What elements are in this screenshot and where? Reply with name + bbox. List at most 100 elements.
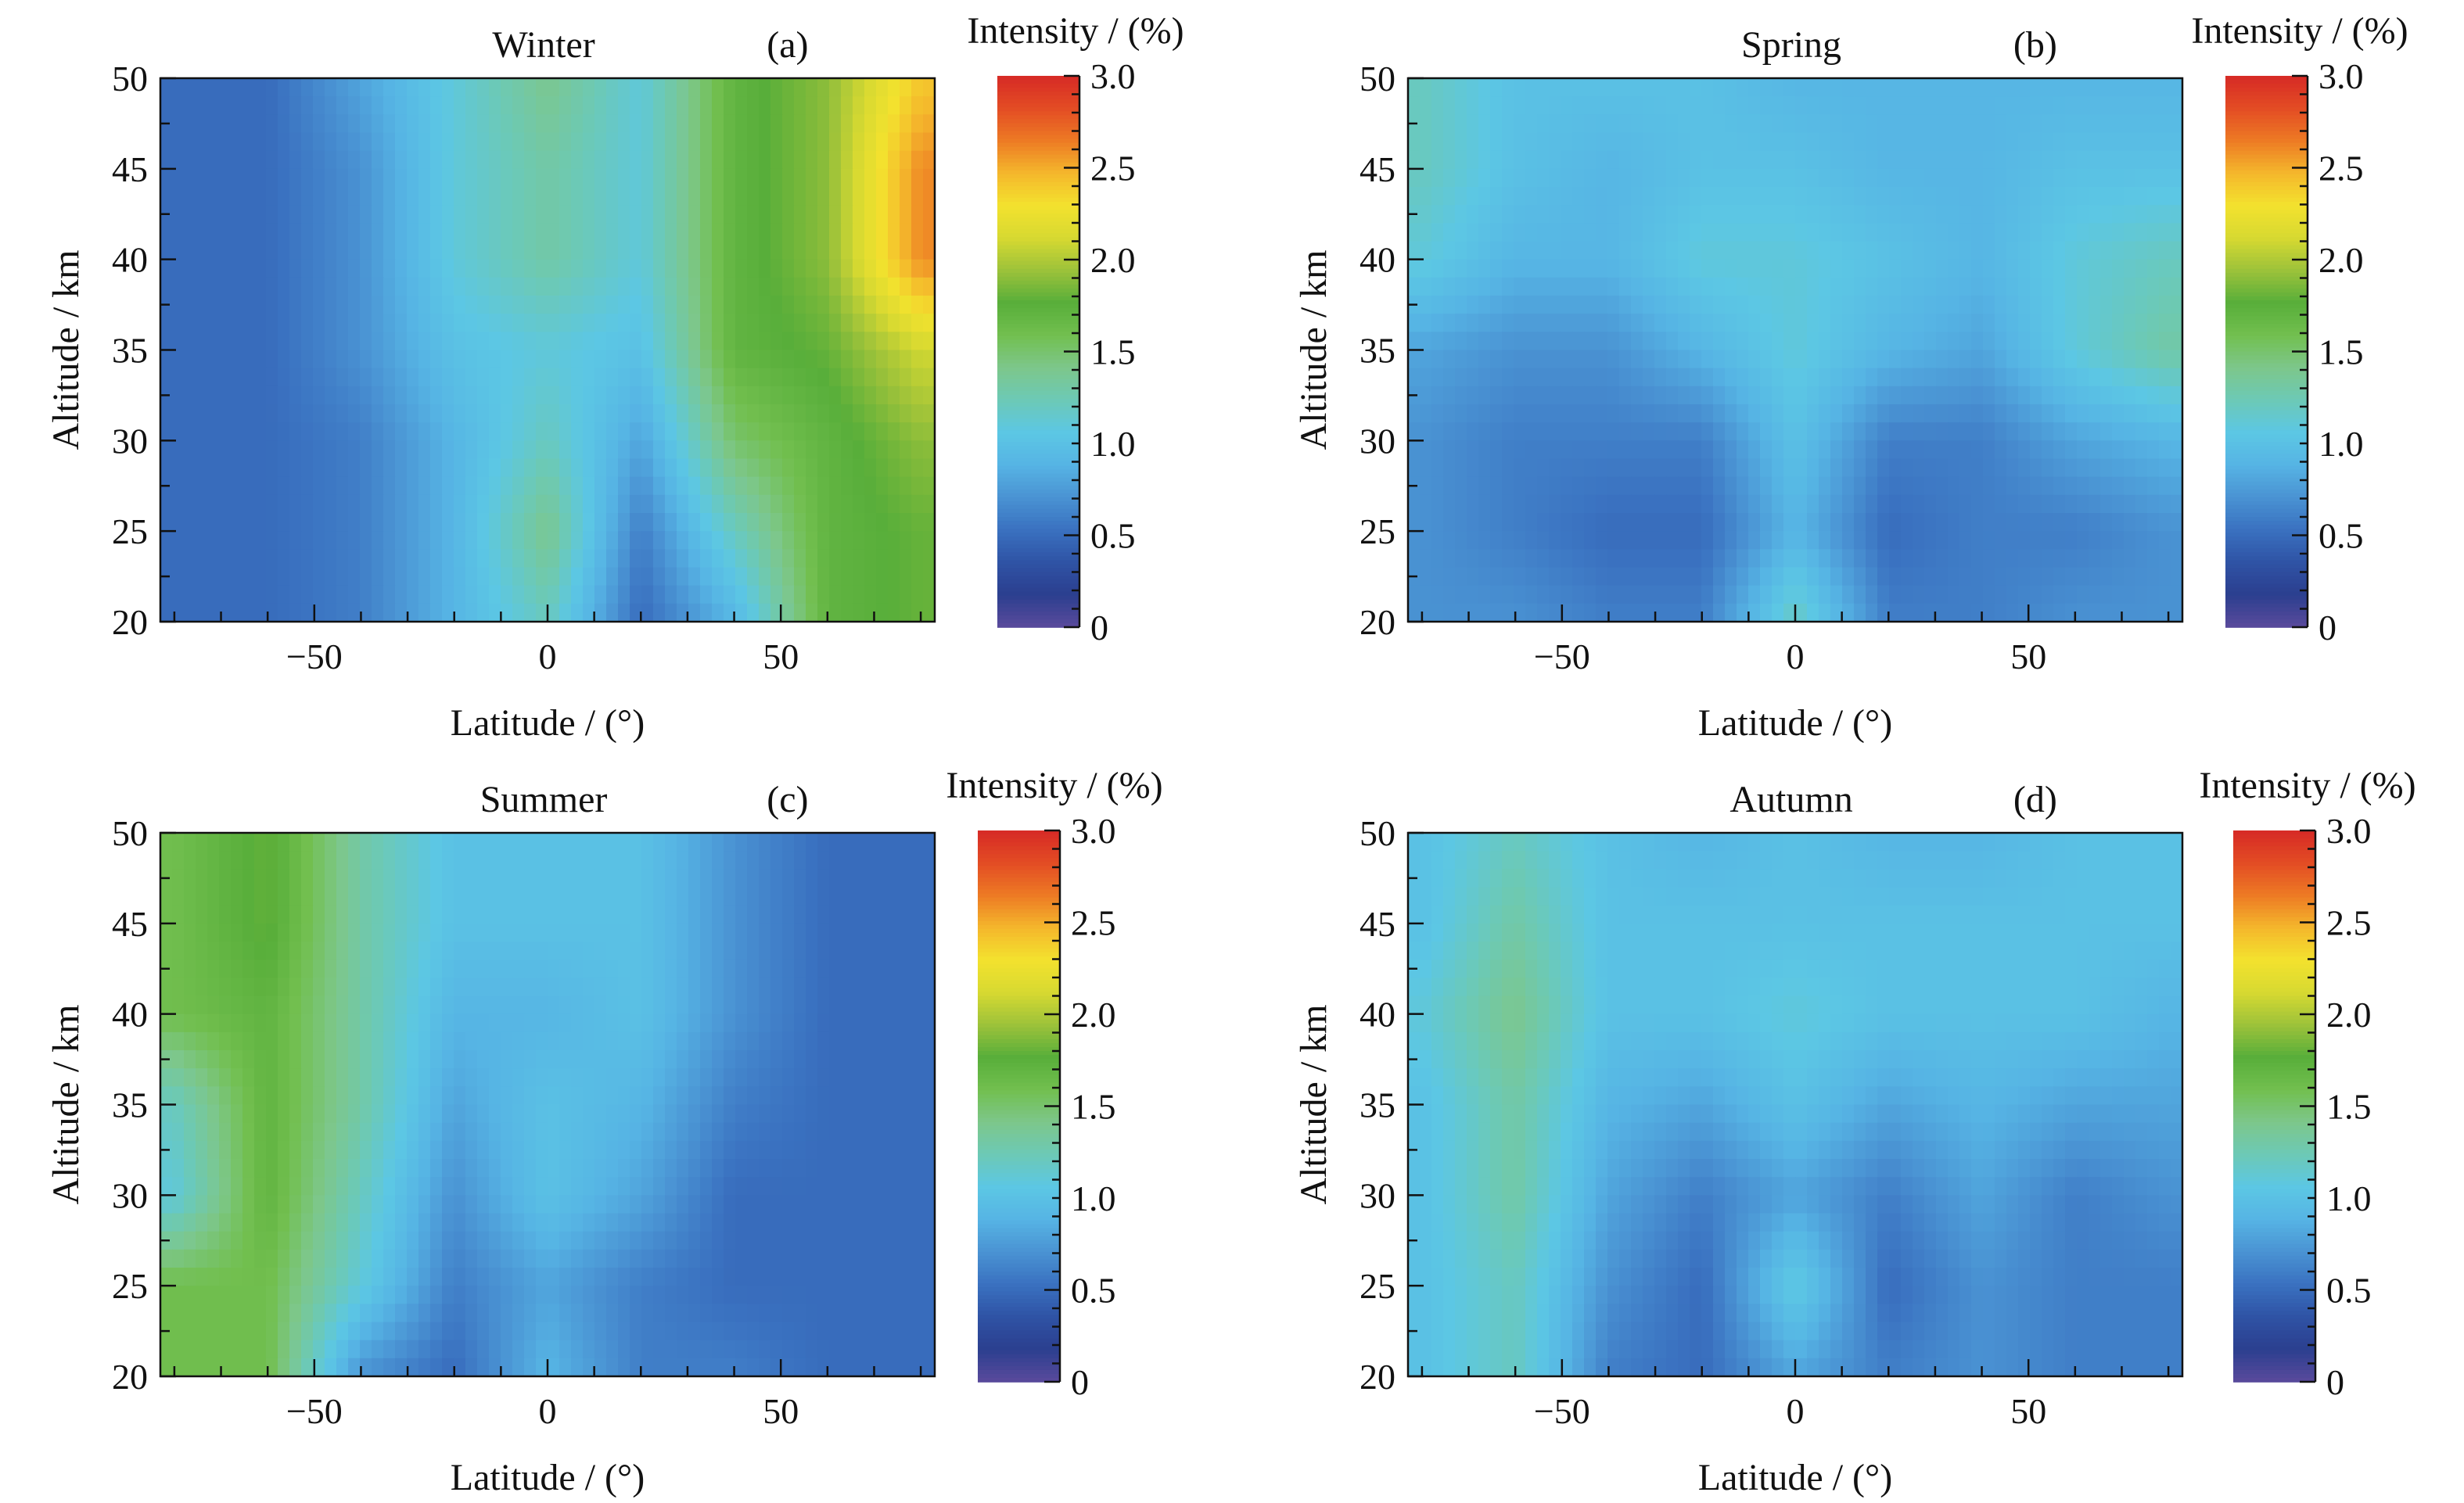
heatmap-cell [1877,205,1890,224]
heatmap-cell [1408,513,1421,533]
heatmap-cell [735,223,748,242]
heatmap-cell [1619,585,1632,604]
heatmap-cell [407,223,419,242]
heatmap-cell [2171,476,2183,496]
colorbar-swatch [997,213,1079,219]
heatmap-cell [1830,187,1843,206]
heatmap-cell [1701,531,1714,551]
heatmap-cell [325,386,337,405]
heatmap-cell [336,851,349,870]
heatmap-cell [501,241,513,260]
heatmap-cell [1701,603,1714,622]
heatmap-cell [477,851,490,870]
heatmap-cell [2077,259,2089,278]
heatmap-cell [489,78,501,98]
heatmap-cell [594,549,607,569]
colorbar-swatch [997,500,1079,506]
heatmap-cell [653,869,666,888]
heatmap-cell [864,585,877,604]
heatmap-cell [1467,96,1479,116]
colorbar-swatch [2225,363,2308,368]
heatmap-cell [207,549,220,569]
heatmap-cell [512,187,525,206]
heatmap-cell [1889,567,1902,586]
heatmap-cell [712,350,724,369]
heatmap-cell [653,277,666,296]
heatmap-cell [1408,96,1421,116]
heatmap-cell [2147,476,2160,496]
colorbar-swatch [2225,91,2308,96]
heatmap-cell [242,259,255,278]
heatmap-cell [1490,513,1503,533]
heatmap-cell [536,513,548,533]
heatmap-cell [571,851,584,870]
colorbar-swatch [2225,256,2308,262]
heatmap-cell [160,187,173,206]
heatmap-cell [817,332,830,351]
heatmap-cell [688,494,701,514]
heatmap-cell [231,150,243,170]
heatmap-cell [1830,205,1843,224]
heatmap-cell [254,585,267,604]
colorbar-swatch [2225,489,2308,494]
heatmap-cell [336,241,349,260]
heatmap-cell [512,603,525,622]
heatmap-cell [360,314,372,333]
heatmap-cell [325,205,337,224]
heatmap-cell [231,977,243,997]
heatmap-cell [923,567,936,586]
heatmap-cell [407,350,419,369]
heatmap-cell [1596,168,1608,188]
heatmap-cell [2077,549,2089,569]
heatmap-cell [172,422,185,442]
heatmap-cell [313,887,325,906]
heatmap-cell [1607,114,1620,134]
heatmap-cell [360,887,372,906]
heatmap-cell [536,259,548,278]
heatmap-cell [794,494,806,514]
heatmap-cell [1690,168,1702,188]
heatmap-cell [1431,332,1444,351]
heatmap-cell [559,205,572,224]
heatmap-cell [2112,114,2125,134]
heatmap-cell [242,277,255,296]
colorbar-swatch [997,386,1079,392]
heatmap-cell [2159,78,2171,98]
heatmap-cell [1783,368,1796,387]
heatmap-cell [712,531,724,551]
heatmap-cell [1701,567,1714,586]
heatmap-cell [1783,132,1796,152]
heatmap-cell [2053,513,2066,533]
heatmap-cell [1408,332,1421,351]
heatmap-cell [1901,458,1913,478]
heatmap-cell [606,905,619,924]
heatmap-cell [829,458,842,478]
heatmap-cell [1525,458,1538,478]
heatmap-cell [1913,531,1925,551]
heatmap-cell [665,314,677,333]
heatmap-cell [665,96,677,116]
colorbar-swatch [997,422,1079,427]
heatmap-cell [841,887,853,906]
heatmap-cell [1502,259,1514,278]
heatmap-cell [1783,259,1796,278]
heatmap-cell [1783,585,1796,604]
heatmap-cell [817,168,830,188]
heatmap-cell [712,187,724,206]
heatmap-cell [2042,332,2054,351]
heatmap-cell [2135,458,2148,478]
heatmap-cell [1690,494,1702,514]
heatmap-cell [477,96,490,116]
heatmap-cell [618,259,630,278]
heatmap-cell [794,404,806,424]
heatmap-cell [336,386,349,405]
heatmap-cell [653,314,666,333]
heatmap-cell [383,531,396,551]
heatmap-cell [1467,476,1479,496]
heatmap-cell [454,150,466,170]
heatmap-cell [536,960,548,979]
heatmap-cell [1607,350,1620,369]
heatmap-cell [1502,150,1514,170]
colorbar-swatch [997,576,1079,581]
colorbar-swatch [2225,595,2308,601]
